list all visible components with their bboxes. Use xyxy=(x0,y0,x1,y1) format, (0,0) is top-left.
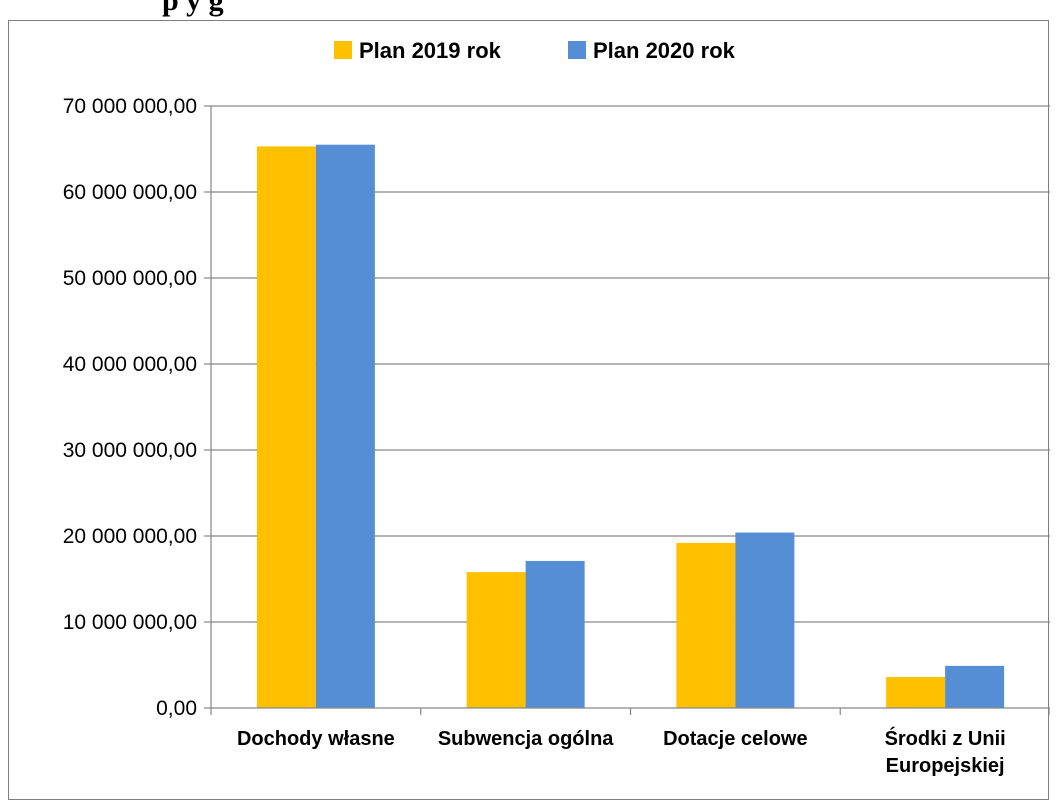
bar-plan-2019 xyxy=(676,542,736,708)
chart-frame: 0,00 10 000 000,00 20 000 000,00 30 000 000… xyxy=(8,20,1050,800)
bar-plan-2020 xyxy=(945,665,1005,708)
y-tick-label: 0,00 xyxy=(156,697,197,720)
legend-label: Plan 2020 rok xyxy=(593,38,736,63)
y-tick-label: 70 000 000,00 xyxy=(63,95,197,118)
bar-plan-2019 xyxy=(886,677,946,708)
y-tick-label: 40 000 000,00 xyxy=(63,353,197,376)
x-category-label: Subwencja ogólna xyxy=(438,728,614,750)
bar-plan-2019 xyxy=(256,146,316,709)
y-tick-label: 50 000 000,00 xyxy=(63,267,197,290)
bar-plan-2019 xyxy=(466,572,526,708)
bar-plan-2020 xyxy=(735,532,795,708)
y-tick-label: 60 000 000,00 xyxy=(63,181,197,204)
legend-label: Plan 2019 rok xyxy=(359,38,502,63)
y-tick-label: 20 000 000,00 xyxy=(63,525,197,548)
legend-swatch xyxy=(334,41,352,59)
x-category-label: Dochody własne xyxy=(237,728,395,750)
x-category-label: Dotacje celowe xyxy=(663,728,808,750)
bar-chart: 0,00 10 000 000,00 20 000 000,00 30 000 000… xyxy=(63,38,1050,777)
x-category-label: Środki z Unii xyxy=(885,726,1006,750)
x-category-label: Europejskiej xyxy=(886,755,1005,777)
y-tick-label: 10 000 000,00 xyxy=(63,611,197,634)
y-tick-label: 30 000 000,00 xyxy=(63,439,197,462)
page-title: p y g xyxy=(162,0,224,17)
bar-plan-2020 xyxy=(315,144,375,708)
bar-plan-2020 xyxy=(525,560,585,708)
legend-swatch xyxy=(568,41,586,59)
